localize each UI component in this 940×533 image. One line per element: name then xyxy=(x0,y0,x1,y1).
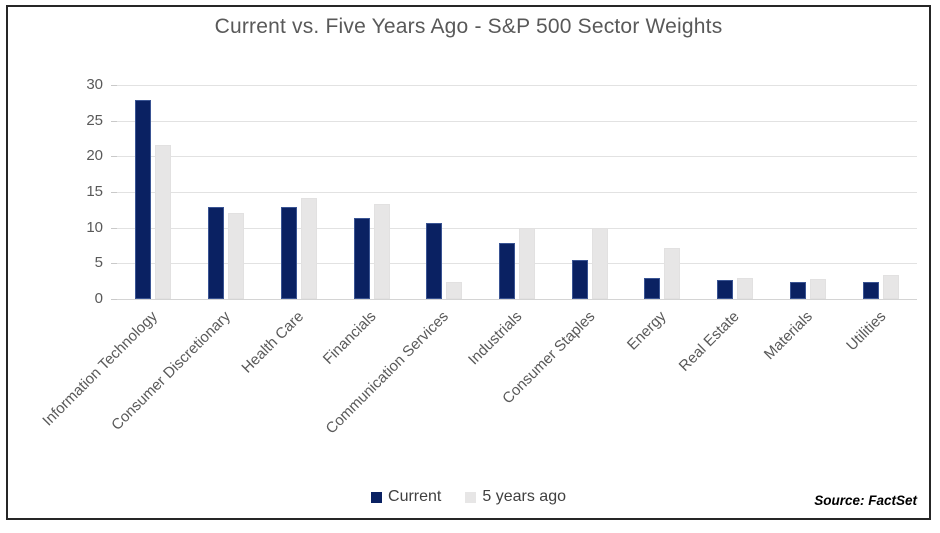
bar-current-industrials xyxy=(499,243,515,299)
y-tick-label-25: 25 xyxy=(86,112,103,129)
bar-5-years-ago-health-care xyxy=(301,198,317,299)
y-tick-label-30: 30 xyxy=(86,76,103,93)
legend-item-current: Current xyxy=(371,488,441,506)
y-tick-mark-10 xyxy=(111,228,117,229)
bar-5-years-ago-information-technology xyxy=(155,145,171,299)
bar-current-information-technology xyxy=(135,100,151,299)
chart-frame: Current vs. Five Years Ago - S&P 500 Sec… xyxy=(6,5,931,520)
bar-current-real-estate xyxy=(717,280,733,299)
bar-5-years-ago-financials xyxy=(374,204,390,299)
bar-current-consumer-discretionary xyxy=(208,207,224,299)
y-tick-mark-20 xyxy=(111,156,117,157)
gridline-y-20 xyxy=(117,156,917,157)
x-label-utilities: Utilities xyxy=(842,308,890,355)
x-label-health-care: Health Care xyxy=(238,308,308,377)
bar-5-years-ago-materials xyxy=(810,279,826,299)
y-tick-label-10: 10 xyxy=(86,219,103,236)
x-label-industrials: Industrials xyxy=(464,308,526,369)
bar-5-years-ago-energy xyxy=(664,248,680,299)
legend-swatch-5-years-ago xyxy=(465,491,477,503)
bar-current-communication-services xyxy=(426,223,442,299)
bar-current-energy xyxy=(644,278,660,299)
x-label-real-estate: Real Estate xyxy=(676,308,744,375)
gridline-y-5 xyxy=(117,263,917,264)
gridline-y-30 xyxy=(117,85,917,86)
bar-current-financials xyxy=(354,218,370,299)
y-tick-mark-5 xyxy=(111,263,117,264)
y-tick-label-0: 0 xyxy=(94,290,103,307)
legend-swatch-current xyxy=(371,491,383,503)
y-tick-label-5: 5 xyxy=(94,254,103,271)
y-tick-mark-0 xyxy=(111,299,117,300)
x-axis-line xyxy=(117,299,917,300)
bar-5-years-ago-consumer-staples xyxy=(592,228,608,299)
bar-5-years-ago-consumer-discretionary xyxy=(228,213,244,299)
bar-5-years-ago-communication-services xyxy=(446,282,462,299)
x-label-consumer-discretionary: Consumer Discretionary xyxy=(108,308,235,434)
plot-area: 0 5 10 15 20 25 30 Information Technology Consum… xyxy=(8,7,929,518)
y-tick-mark-25 xyxy=(111,121,117,122)
x-label-information-technology: Information Technology xyxy=(39,308,162,430)
bar-5-years-ago-real-estate xyxy=(737,278,753,299)
legend-label-current: Current xyxy=(388,488,442,505)
x-label-materials: Materials xyxy=(760,308,817,364)
x-label-financials: Financials xyxy=(320,308,381,368)
x-label-energy: Energy xyxy=(624,308,671,354)
bar-current-consumer-staples xyxy=(572,260,588,299)
gridline-y-15 xyxy=(117,192,917,193)
chart-legend: Current 5 years ago xyxy=(8,488,929,506)
chart-title: Current vs. Five Years Ago - S&P 500 Sec… xyxy=(214,15,723,38)
y-tick-label-20: 20 xyxy=(86,147,103,164)
x-label-communication-services: Communication Services xyxy=(322,308,453,438)
y-tick-mark-15 xyxy=(111,192,117,193)
gridline-y-25 xyxy=(117,121,917,122)
gridline-y-10 xyxy=(117,228,917,229)
y-tick-mark-30 xyxy=(111,85,117,86)
source-note: Source: FactSet xyxy=(814,493,917,508)
bar-5-years-ago-industrials xyxy=(519,228,535,299)
bar-current-utilities xyxy=(863,282,879,299)
bar-current-materials xyxy=(790,282,806,299)
bar-current-health-care xyxy=(281,207,297,299)
y-tick-label-15: 15 xyxy=(86,183,103,200)
legend-label-5-years-ago: 5 years ago xyxy=(482,488,566,505)
bar-5-years-ago-utilities xyxy=(883,275,899,299)
legend-item-5-years-ago: 5 years ago xyxy=(465,488,566,506)
